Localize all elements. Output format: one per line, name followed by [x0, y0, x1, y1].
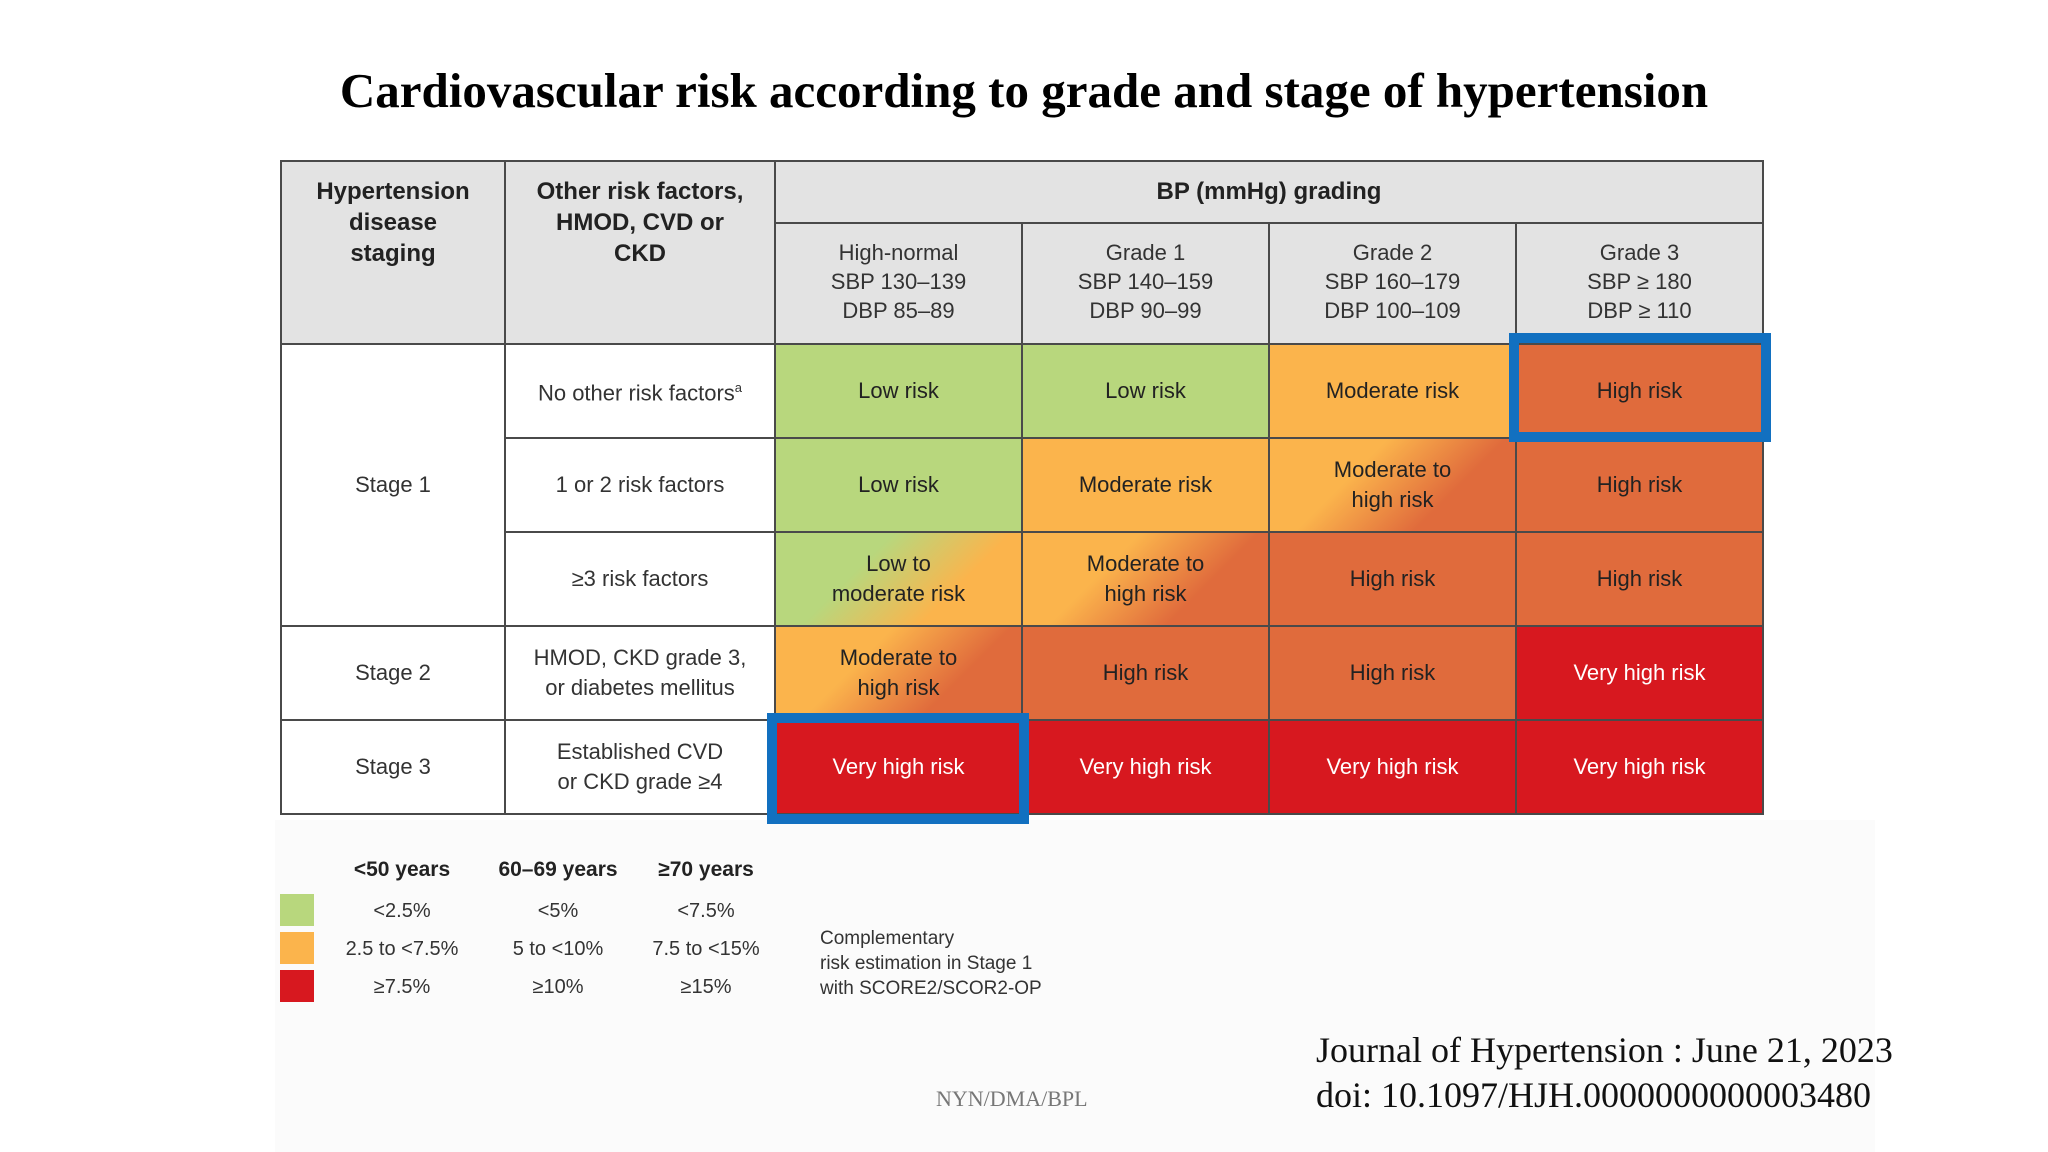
stage-1-label: Stage 1 — [280, 343, 506, 627]
citation-doi: doi: 10.1097/HJH.0000000000003480 — [1316, 1075, 1872, 1115]
risk-cell-text: Moderate risk — [1325, 378, 1460, 403]
risk-cell: Moderate to high risk — [1268, 437, 1517, 533]
legend-value: ≥10% — [532, 976, 584, 998]
risk-cell-text: Low risk — [858, 378, 939, 403]
grade-header-high-normal: High-normal SBP 130–139 DBP 85–89 — [774, 222, 1023, 345]
legend-swatch-orange — [280, 932, 314, 964]
grade-dbp: DBP ≥ 110 — [1587, 298, 1692, 323]
risk-cell-text: Moderate risk — [1078, 472, 1213, 497]
header-risk-factors: Other risk factors, HMOD, CVD or CKD — [504, 160, 776, 345]
risk-table: Hypertension disease staging Other risk … — [280, 160, 1764, 815]
risk-cell: Low risk — [1021, 343, 1270, 439]
grade-header-grade-3: Grade 3 SBP ≥ 180 DBP ≥ 110 — [1515, 222, 1764, 345]
risk-cell: Low risk — [774, 343, 1023, 439]
grade-name: Grade 1 — [1105, 240, 1186, 265]
grade-name: Grade 2 — [1352, 240, 1433, 265]
risk-cell-text: Moderate to high risk — [1086, 551, 1205, 606]
risk-cell-text: High risk — [1349, 660, 1436, 685]
footer-code: NYN/DMA/BPL — [936, 1086, 1088, 1111]
risk-cell: High risk — [1021, 625, 1270, 721]
risk-cell: Moderate risk — [1021, 437, 1270, 533]
risk-cell: High risk — [1268, 531, 1517, 627]
grade-name: Grade 3 — [1599, 240, 1680, 265]
legend-note-line: risk estimation in Stage 1 — [820, 953, 1033, 974]
risk-cell: Moderate to high risk — [774, 625, 1023, 721]
risk-cell-text: High risk — [1596, 378, 1683, 403]
risk-cell-text: Very high risk — [1573, 754, 1706, 779]
grade-dbp: DBP 85–89 — [842, 298, 955, 323]
risk-factor-label: No other risk factorsa — [504, 343, 776, 439]
risk-cell: High risk — [1515, 343, 1764, 439]
figure-background — [275, 820, 1875, 1152]
risk-factor-label: HMOD, CKD grade 3, or diabetes mellitus — [504, 625, 776, 721]
risk-cell-text: Low risk — [1105, 378, 1186, 403]
risk-cell-text: Low risk — [858, 472, 939, 497]
legend-value: <7.5% — [677, 900, 735, 922]
risk-factor-label: Established CVD or CKD grade ≥4 — [504, 719, 776, 815]
legend-value: 5 to <10% — [512, 938, 604, 960]
legend-swatch-green — [280, 894, 314, 926]
risk-factor-text: No other risk factors — [537, 380, 735, 406]
legend-age-70-plus: ≥70 years — [658, 858, 754, 881]
risk-cell-text: Very high risk — [832, 754, 965, 779]
legend-age-under-50: <50 years — [353, 858, 451, 881]
slide-title: Cardiovascular risk according to grade a… — [339, 63, 1709, 118]
risk-cell: Very high risk — [1515, 719, 1764, 815]
risk-cell-text: Very high risk — [1079, 754, 1212, 779]
legend-note-line: Complementary — [820, 928, 955, 949]
risk-cell-text: Very high risk — [1326, 754, 1459, 779]
risk-cell: Moderate risk — [1268, 343, 1517, 439]
legend-age-60-69: 60–69 years — [498, 858, 618, 881]
risk-cell: Low to moderate risk — [774, 531, 1023, 627]
risk-factor-label: 1 or 2 risk factors — [504, 437, 776, 533]
grade-header-grade-1: Grade 1 SBP 140–159 DBP 90–99 — [1021, 222, 1270, 345]
risk-cell: Very high risk — [1268, 719, 1517, 815]
grade-sbp: SBP 140–159 — [1077, 269, 1214, 294]
risk-factor-label: ≥3 risk factors — [504, 531, 776, 627]
risk-cell-text: Moderate to high risk — [839, 645, 958, 700]
legend-swatch-red — [280, 970, 314, 1002]
risk-cell: Very high risk — [1021, 719, 1270, 815]
risk-cell: High risk — [1515, 437, 1764, 533]
grade-sbp: SBP 160–179 — [1324, 269, 1461, 294]
citation: Journal of Hypertension : June 21, 2023 … — [1316, 1028, 1893, 1118]
citation-journal: Journal of Hypertension : June 21, 2023 — [1316, 1030, 1893, 1070]
grade-name: High-normal — [838, 240, 959, 265]
risk-cell: High risk — [1515, 531, 1764, 627]
legend-value: 7.5 to <15% — [652, 938, 760, 960]
grade-sbp: SBP ≥ 180 — [1587, 269, 1692, 294]
legend-note-line: with SCORE2/SCOR2-OP — [820, 978, 1042, 999]
footnote-marker: a — [734, 380, 743, 396]
risk-cell-text: High risk — [1102, 660, 1189, 685]
risk-cell: High risk — [1268, 625, 1517, 721]
header-bp-grading: BP (mmHg) grading — [774, 160, 1764, 224]
legend-value: <2.5% — [373, 900, 431, 922]
risk-cell-text: High risk — [1596, 566, 1683, 591]
legend-value: 2.5 to <7.5% — [345, 938, 459, 960]
stage-2-label: Stage 2 — [280, 625, 506, 721]
risk-cell: Low risk — [774, 437, 1023, 533]
legend-value: ≥15% — [680, 976, 732, 998]
grade-header-grade-2: Grade 2 SBP 160–179 DBP 100–109 — [1268, 222, 1517, 345]
legend-value: ≥7.5% — [373, 976, 431, 998]
grade-dbp: DBP 90–99 — [1089, 298, 1202, 323]
grade-dbp: DBP 100–109 — [1324, 298, 1461, 323]
risk-cell: Very high risk — [774, 719, 1023, 815]
header-staging: Hypertension disease staging — [280, 160, 506, 345]
risk-cell: Moderate to high risk — [1021, 531, 1270, 627]
grade-sbp: SBP 130–139 — [830, 269, 967, 294]
risk-cell-text: Moderate to high risk — [1333, 457, 1452, 512]
risk-cell-text: Low to moderate risk — [831, 551, 966, 606]
legend-note: Complementary risk estimation in Stage 1… — [820, 926, 1042, 1001]
risk-cell: Very high risk — [1515, 625, 1764, 721]
risk-cell-text: High risk — [1596, 472, 1683, 497]
stage-3-label: Stage 3 — [280, 719, 506, 815]
risk-cell-text: High risk — [1349, 566, 1436, 591]
risk-cell-text: Very high risk — [1573, 660, 1706, 685]
legend-value: <5% — [537, 900, 579, 922]
